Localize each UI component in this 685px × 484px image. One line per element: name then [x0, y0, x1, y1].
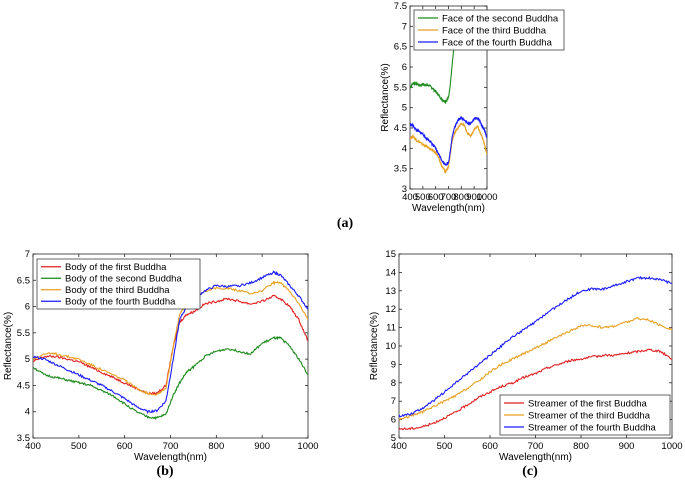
x-tick-label: 1000 [476, 192, 497, 203]
x-tick-label: 1000 [661, 441, 682, 452]
y-tick-label: 8 [391, 378, 396, 389]
legend-label: Streamer of the fourth Buddha [528, 422, 657, 433]
y-tick-label: 5 [25, 354, 30, 365]
y-tick-label: 3.5 [17, 433, 30, 444]
panel-c: 400 500 600 700 800 900 1000 5 6 7 8 9 10 11 12 13 14 15 W… [369, 249, 683, 479]
y-tick-label: 3.5 [394, 164, 407, 175]
y-tick-label: 14 [385, 267, 396, 278]
series-line-body-of-the-fourth-buddha [33, 270, 308, 415]
x-tick-label: 900 [619, 441, 635, 452]
x-tick-label: 600 [482, 441, 498, 452]
x-axis-label: Wavelength(nm) [412, 203, 485, 214]
legend-label: Face of the fourth Buddha [442, 37, 553, 48]
x-tick-label: 400 [402, 192, 418, 203]
x-tick-label: 1000 [297, 441, 318, 452]
series-line-face-of-the-fourth-buddha [410, 115, 487, 167]
x-tick-label: 900 [254, 441, 270, 452]
series-line-body-of-the-first-buddha [33, 294, 308, 396]
y-tick-label: 4 [402, 143, 407, 154]
y-tick-label: 6 [391, 415, 396, 426]
legend-label: Body of the fourth Buddha [65, 297, 176, 308]
legend-box [413, 9, 565, 51]
x-tick-label: 800 [453, 192, 469, 203]
legend-label: Body of the third Buddha [65, 285, 170, 296]
y-tick-label: 10 [385, 341, 396, 352]
series-line-body-of-the-third-buddha [33, 280, 308, 397]
legend-label: Body of the first Buddha [65, 262, 167, 273]
y-tick-label: 4.5 [17, 380, 30, 391]
legend-label: Face of the second Buddha [442, 13, 559, 24]
y-tick-label: 12 [385, 304, 396, 315]
y-tick-label: 5 [391, 433, 396, 444]
y-tick-label: 5.5 [17, 328, 30, 339]
y-tick-label: 15 [385, 249, 396, 260]
x-tick-label: 500 [437, 441, 453, 452]
x-tick-label: 900 [466, 192, 482, 203]
series-line-streamer-of-the-fourth-buddha [399, 275, 672, 418]
y-tick-label: 6.5 [17, 275, 30, 286]
series-line-streamer-of-the-third-buddha [399, 317, 672, 421]
x-tick-label: 600 [428, 192, 444, 203]
panel-b: 400 500 600 700 800 900 1000 3.5 4 4.5 5 5.5 6 6.5 7 Wa… [3, 249, 319, 479]
y-tick-label: 7 [391, 396, 396, 407]
panel-tag: (a) [337, 216, 354, 231]
y-tick-label: 3 [402, 184, 407, 195]
series-line-body-of-the-second-buddha [33, 335, 308, 421]
y-axis-label: Reflectance(%) [380, 63, 391, 131]
y-tick-label: 4.5 [394, 123, 407, 134]
y-tick-label: 5.5 [394, 82, 407, 93]
y-tick-label: 5 [402, 103, 407, 114]
y-tick-label: 7 [25, 249, 30, 260]
x-tick-label: 400 [25, 441, 41, 452]
y-tick-label: 7 [402, 21, 407, 32]
x-tick-label: 500 [71, 441, 87, 452]
x-tick-label: 700 [528, 441, 544, 452]
y-tick-label: 11 [386, 323, 396, 334]
y-tick-label: 7.5 [394, 1, 407, 12]
x-tick-label: 700 [441, 192, 457, 203]
x-tick-label: 700 [163, 441, 179, 452]
x-tick-label: 600 [117, 441, 133, 452]
legend-box [499, 394, 671, 436]
y-axis-label: Reflectance(%) [369, 312, 380, 380]
x-tick-label: 400 [391, 441, 407, 452]
y-tick-label: 6 [402, 62, 407, 73]
x-axis-label: Wavelength(nm) [499, 452, 572, 463]
y-tick-label: 6.5 [394, 42, 407, 53]
x-tick-label: 500 [415, 192, 431, 203]
panel-tag: (b) [156, 464, 173, 479]
legend-box [36, 258, 201, 310]
y-tick-label: 13 [385, 286, 396, 297]
panel-tag: (c) [522, 464, 538, 479]
legend-label: Streamer of the third Buddha [528, 410, 651, 421]
x-axis-label: Wavelength(nm) [134, 452, 207, 463]
legend-label: Face of the third Buddha [442, 25, 547, 36]
x-tick-label: 800 [573, 441, 589, 452]
y-tick-label: 6 [25, 302, 30, 313]
legend-label: Body of the second Buddha [65, 274, 182, 285]
y-tick-label: 9 [391, 359, 396, 370]
series-line-streamer-of-the-first-buddha [399, 348, 672, 431]
y-axis-label: Reflectance(%) [3, 312, 14, 380]
x-tick-label: 800 [208, 441, 224, 452]
legend-label: Streamer of the first Buddha [528, 398, 648, 409]
y-tick-label: 4 [25, 407, 30, 418]
